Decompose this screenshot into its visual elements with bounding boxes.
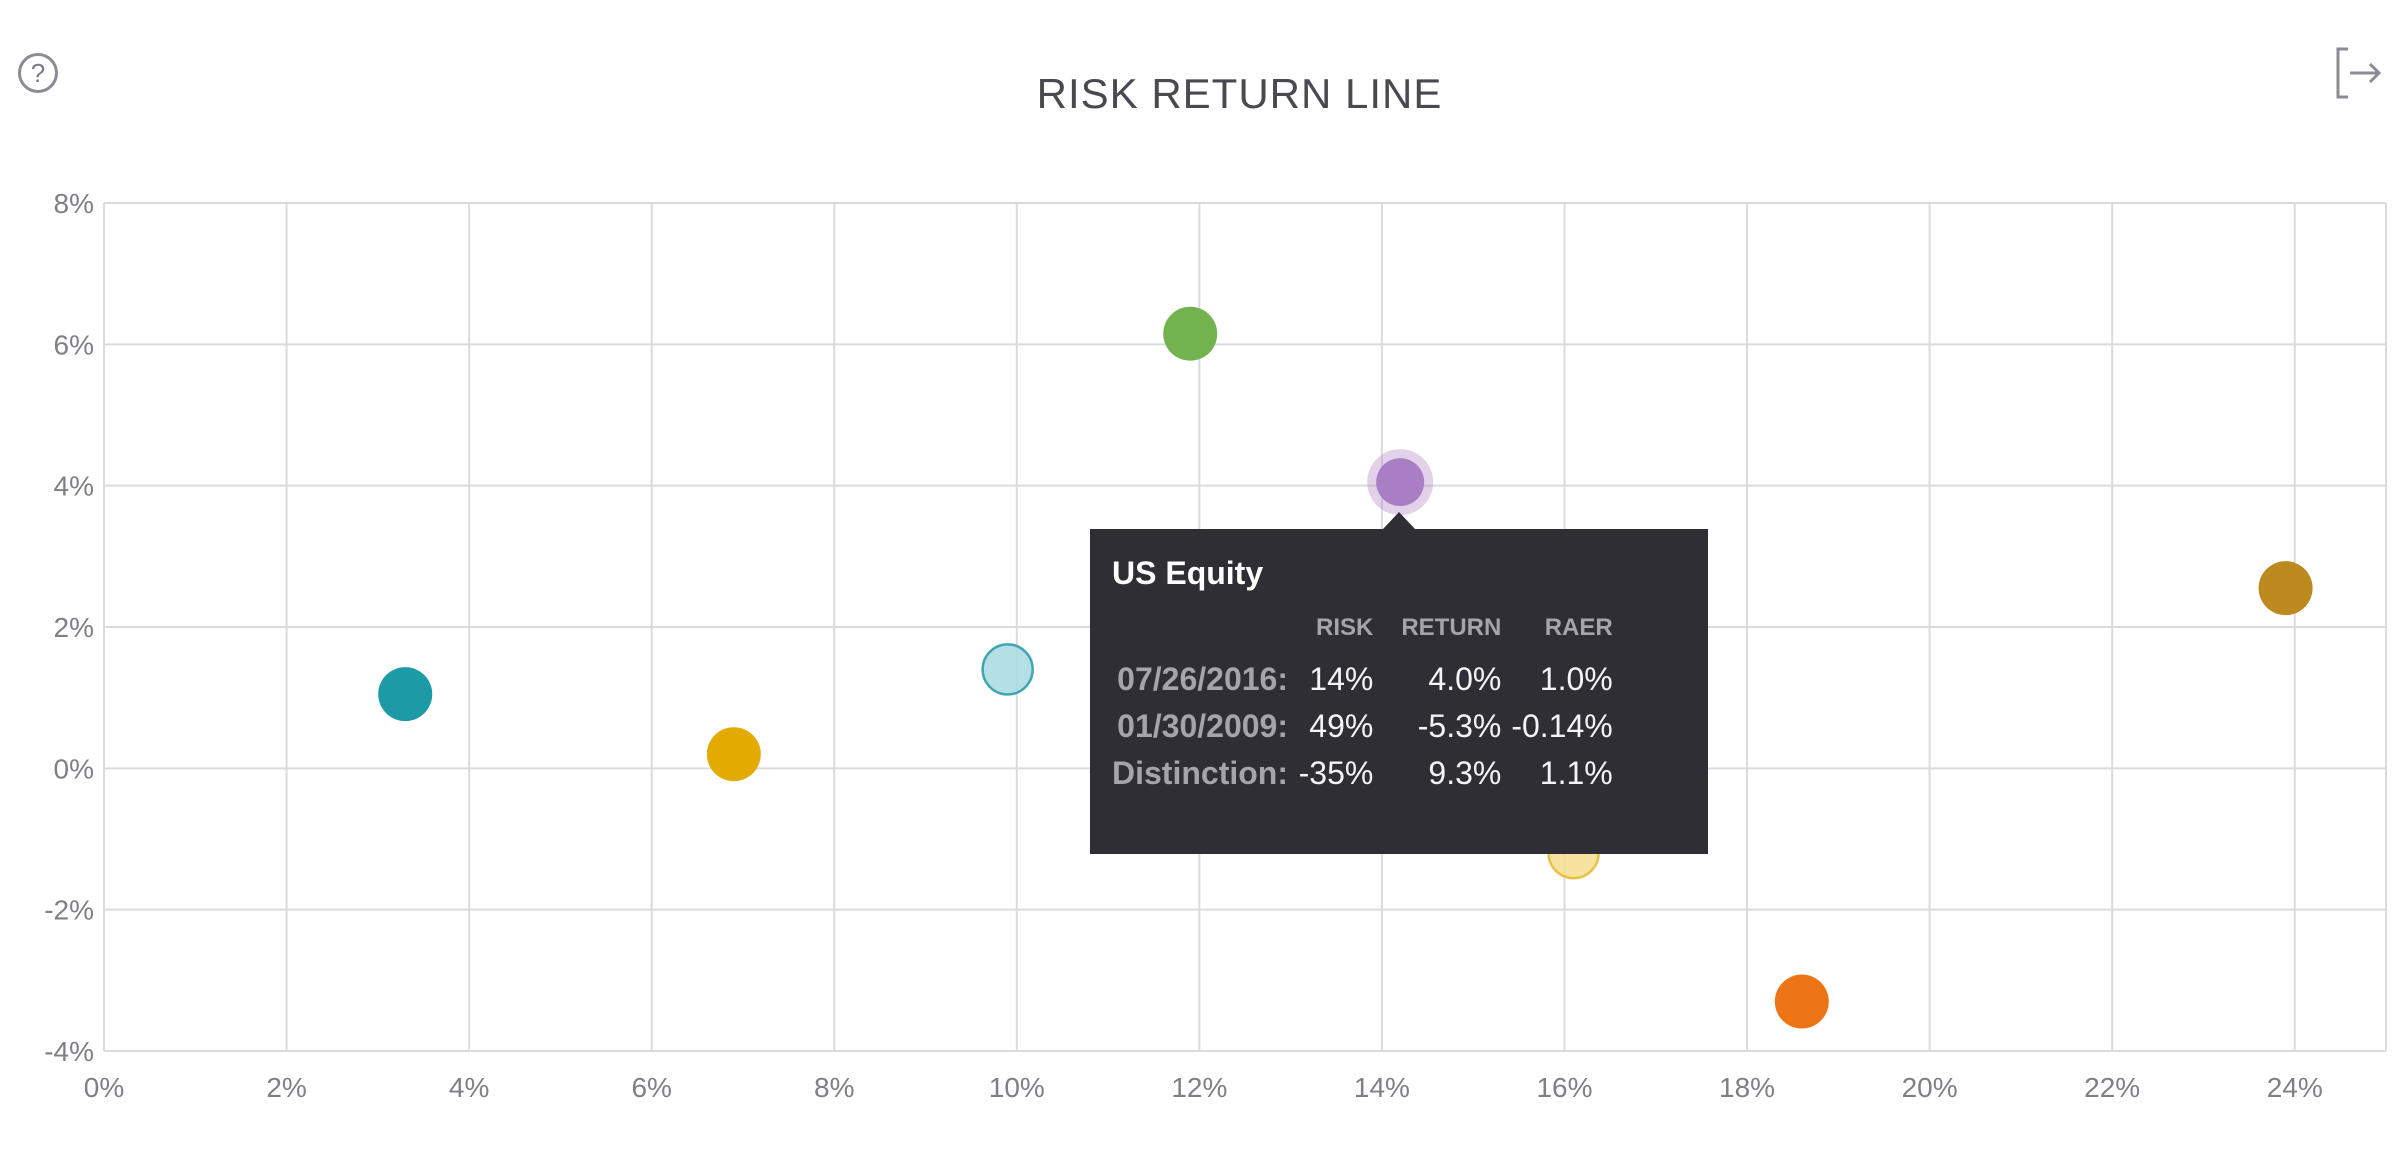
data-point[interactable] (1376, 458, 1425, 507)
chart-title: RISK RETURN LINE (1036, 70, 1443, 117)
y-tick-label: 2% (54, 612, 94, 643)
data-point[interactable] (706, 727, 761, 782)
tooltip-cell: 1.0% (1539, 661, 1613, 697)
tooltip-row-label: 01/30/2009: (1117, 708, 1288, 744)
x-tick-label: 10% (989, 1072, 1045, 1103)
data-point[interactable] (2258, 561, 2313, 616)
tooltip-cell: 9.3% (1428, 755, 1502, 791)
question-circle-icon: ? (30, 57, 46, 88)
help-button[interactable]: ? (18, 53, 58, 93)
y-tick-label: 8% (54, 188, 94, 219)
axis-ticks: 0% 2% 4% 6% 8% 10% 12% 14% 16% 18% 20% 22% 24% 8% 6% 4%… (44, 188, 2323, 1103)
y-tick-label: -2% (44, 895, 94, 926)
tooltip-cell: 49% (1309, 708, 1374, 744)
tooltip-row-label: 07/26/2016: (1117, 661, 1288, 697)
tooltip-header-blank (1112, 614, 1288, 656)
x-tick-label: 0% (84, 1072, 124, 1103)
tooltip-row: 01/30/2009: 49% -5.3% -0.14% (1112, 703, 1613, 750)
data-point[interactable] (1774, 974, 1829, 1029)
export-arrow-icon (2336, 47, 2382, 99)
tooltip-header-raer: RAER (1544, 614, 1613, 641)
tooltip-row: 07/26/2016: 14% 4.0% 1.0% (1112, 656, 1613, 703)
x-tick-label: 8% (814, 1072, 854, 1103)
tooltip-cell: 14% (1309, 661, 1374, 697)
tooltip-cell: 4.0% (1428, 661, 1502, 697)
tooltip-cell: -5.3% (1417, 708, 1502, 744)
y-tick-label: 6% (54, 329, 94, 360)
x-tick-label: 16% (1536, 1072, 1592, 1103)
y-tick-label: 0% (54, 753, 94, 784)
x-tick-label: 18% (1719, 1072, 1775, 1103)
x-tick-label: 6% (631, 1072, 671, 1103)
x-tick-label: 4% (449, 1072, 489, 1103)
tooltip-row-label: Distinction: (1112, 755, 1288, 791)
x-tick-label: 22% (2084, 1072, 2140, 1103)
x-tick-label: 20% (1902, 1072, 1958, 1103)
data-point[interactable] (981, 643, 1034, 696)
tooltip-cell: 1.1% (1539, 755, 1613, 791)
tooltip-cell: -0.14% (1511, 708, 1613, 744)
tooltip-title: US Equity (1112, 555, 1264, 591)
tooltip-row: Distinction: -35% 9.3% 1.1% (1112, 750, 1613, 797)
data-point[interactable] (378, 667, 433, 722)
y-tick-label: 4% (54, 471, 94, 502)
y-tick-label: -4% (44, 1036, 94, 1067)
tooltip-header-row: RISK RETURN RAER (1112, 614, 1613, 656)
tooltip: US Equity RISK RETURN RAER 07/26/2016: 1… (1090, 512, 1708, 854)
tooltip-header-risk: RISK (1315, 614, 1374, 641)
x-tick-label: 2% (266, 1072, 306, 1103)
data-point[interactable] (1163, 306, 1218, 361)
export-button[interactable] (2334, 45, 2384, 101)
x-tick-label: 14% (1354, 1072, 1410, 1103)
tooltip-cell: -35% (1298, 755, 1374, 791)
x-tick-label: 24% (2267, 1072, 2323, 1103)
tooltip-table: RISK RETURN RAER 07/26/2016: 14% 4.0% 1.… (1112, 614, 1613, 797)
tooltip-header-return: RETURN (1401, 614, 1502, 641)
x-tick-label: 12% (1171, 1072, 1227, 1103)
